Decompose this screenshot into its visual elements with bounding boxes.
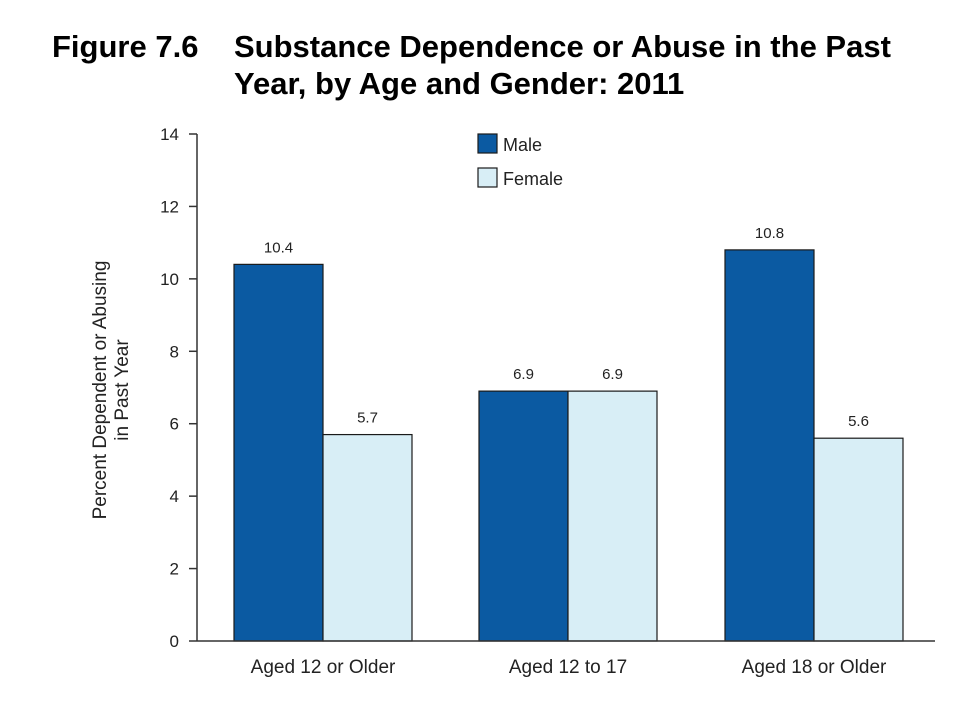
data-label: 5.6 [848,413,869,430]
x-axis: Aged 12 or Older Aged 12 to 17 Aged 18 or … [197,640,935,678]
y-tick-label: 12 [160,197,179,216]
legend-swatch-female [477,167,498,188]
data-label: 6.9 [602,366,623,383]
bar-male-2 [478,390,569,642]
legend-label-male: Male [503,135,542,155]
y-axis-title-line: Percent Dependent or Abusing [90,261,111,520]
bar-female-3 [813,437,904,642]
y-axis-title-line: in Past Year [112,339,133,441]
data-label: 6.9 [513,366,534,383]
data-label: 10.8 [755,225,784,242]
y-tick-label: 2 [170,560,179,579]
y-axis-title: Percent Dependent or Abusing in Past Year [90,261,133,520]
figure-number: Figure 7.6 [52,29,199,64]
figure-title-block: Figure 7.6 Substance Dependence or Abuse… [52,28,932,102]
category-label: Aged 12 or Older [251,657,396,678]
bar-female-2 [567,390,658,642]
legend: Male Female [477,133,563,189]
category-label: Aged 18 or Older [742,657,887,678]
data-labels: 10.4 5.7 6.9 6.9 10.8 5.6 [264,225,869,430]
y-tick-label: 8 [170,342,179,361]
y-tick-label: 4 [170,487,179,506]
figure-title: Substance Dependence or Abuse in the Pas… [234,29,891,101]
bars [233,249,904,642]
y-tick-label: 0 [170,632,179,651]
category-label: Aged 12 to 17 [509,657,627,678]
legend-swatch-male [477,133,498,154]
bar-male-1 [233,263,324,642]
y-tick-label: 14 [160,125,179,144]
legend-label-female: Female [503,169,563,189]
y-tick-label: 6 [170,415,179,434]
y-tick-label: 10 [160,270,179,289]
bar-female-1 [322,433,413,642]
data-label: 10.4 [264,239,293,256]
bar-male-3 [724,249,815,642]
data-label: 5.7 [357,410,378,427]
y-axis: 0 2 4 6 8 10 12 14 [160,125,198,651]
